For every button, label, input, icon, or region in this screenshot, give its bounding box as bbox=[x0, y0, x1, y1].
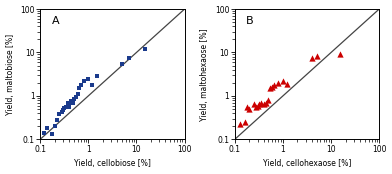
Point bbox=[246, 108, 252, 110]
Y-axis label: Yield, maltohexaose [%]: Yield, maltohexaose [%] bbox=[200, 28, 209, 121]
Point bbox=[241, 121, 248, 123]
Point bbox=[309, 57, 315, 59]
Point bbox=[94, 75, 100, 78]
Point bbox=[67, 102, 73, 105]
Point bbox=[54, 118, 60, 121]
Point bbox=[70, 102, 76, 105]
Point bbox=[119, 62, 125, 65]
Text: B: B bbox=[246, 15, 254, 26]
Point bbox=[256, 103, 262, 105]
Point bbox=[73, 96, 79, 98]
Point bbox=[263, 101, 269, 104]
Point bbox=[51, 125, 58, 128]
Point bbox=[56, 113, 62, 116]
Point bbox=[336, 53, 343, 56]
Point bbox=[49, 133, 56, 136]
Point bbox=[74, 93, 81, 96]
Point bbox=[314, 54, 320, 57]
Point bbox=[71, 98, 77, 100]
Point bbox=[65, 101, 71, 104]
Point bbox=[275, 81, 281, 84]
Point bbox=[60, 108, 66, 111]
Point bbox=[253, 106, 260, 109]
Point bbox=[261, 103, 267, 105]
Point bbox=[67, 100, 74, 103]
Point bbox=[142, 48, 148, 50]
Point bbox=[44, 127, 50, 130]
Point bbox=[271, 83, 277, 86]
X-axis label: Yield, cellohexaose [%]: Yield, cellohexaose [%] bbox=[263, 159, 351, 168]
Point bbox=[80, 80, 87, 82]
Point bbox=[126, 57, 132, 59]
Point bbox=[267, 87, 274, 90]
Point bbox=[85, 77, 91, 80]
Y-axis label: Yield, maltobiose [%]: Yield, maltobiose [%] bbox=[5, 34, 15, 115]
Point bbox=[251, 103, 257, 105]
Point bbox=[237, 123, 243, 126]
Point bbox=[255, 104, 261, 107]
Text: A: A bbox=[52, 15, 59, 26]
Point bbox=[66, 106, 72, 109]
Point bbox=[244, 106, 250, 109]
Point bbox=[76, 87, 82, 90]
Point bbox=[265, 99, 272, 101]
Point bbox=[63, 106, 69, 109]
Point bbox=[62, 107, 68, 110]
Point bbox=[64, 104, 71, 106]
Point bbox=[58, 111, 65, 114]
Point bbox=[78, 83, 84, 86]
Point bbox=[283, 82, 290, 85]
Point bbox=[280, 80, 286, 82]
X-axis label: Yield, cellobiose [%]: Yield, cellobiose [%] bbox=[74, 159, 151, 168]
Point bbox=[258, 101, 264, 104]
Point bbox=[41, 132, 47, 134]
Point bbox=[89, 83, 95, 86]
Point bbox=[69, 99, 75, 102]
Point bbox=[269, 86, 275, 88]
